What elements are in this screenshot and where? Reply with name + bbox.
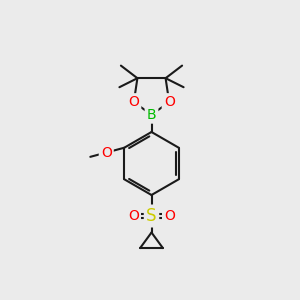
Text: O: O <box>164 209 175 223</box>
Text: O: O <box>101 146 112 160</box>
Text: B: B <box>147 108 156 122</box>
Text: O: O <box>164 95 175 109</box>
Text: O: O <box>128 209 139 223</box>
Text: O: O <box>128 95 139 109</box>
Text: S: S <box>146 207 157 225</box>
